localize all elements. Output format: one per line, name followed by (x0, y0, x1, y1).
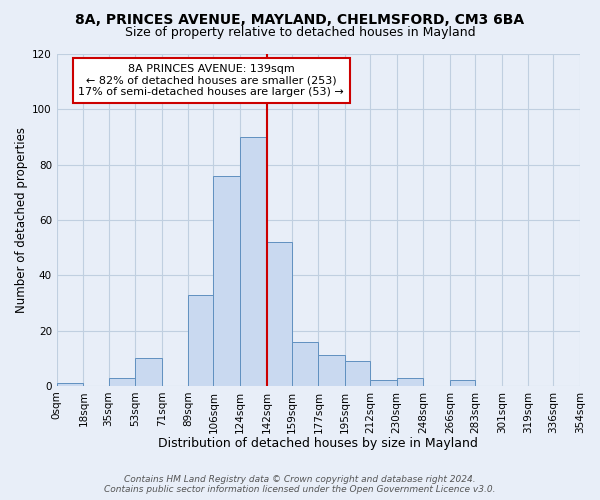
Bar (135, 358, 162, 386)
Text: 8A, PRINCES AVENUE, MAYLAND, CHELMSFORD, CM3 6BA: 8A, PRINCES AVENUE, MAYLAND, CHELMSFORD,… (76, 12, 524, 26)
Bar (109, 378, 135, 386)
Bar (319, 356, 345, 386)
Bar (266, 242, 292, 386)
Bar (345, 361, 370, 386)
Bar (57, 383, 83, 386)
Text: Size of property relative to detached houses in Mayland: Size of property relative to detached ho… (125, 26, 475, 39)
Bar (397, 378, 424, 386)
Bar (580, 383, 600, 386)
Bar (214, 176, 240, 386)
Text: Contains HM Land Registry data © Crown copyright and database right 2024.
Contai: Contains HM Land Registry data © Crown c… (104, 474, 496, 494)
Bar (188, 294, 214, 386)
Bar (240, 137, 266, 386)
Bar (292, 342, 319, 386)
Text: 8A PRINCES AVENUE: 139sqm
← 82% of detached houses are smaller (253)
17% of semi: 8A PRINCES AVENUE: 139sqm ← 82% of detac… (78, 64, 344, 97)
X-axis label: Distribution of detached houses by size in Mayland: Distribution of detached houses by size … (158, 437, 478, 450)
Y-axis label: Number of detached properties: Number of detached properties (15, 127, 28, 313)
Bar (450, 380, 475, 386)
Bar (370, 380, 397, 386)
